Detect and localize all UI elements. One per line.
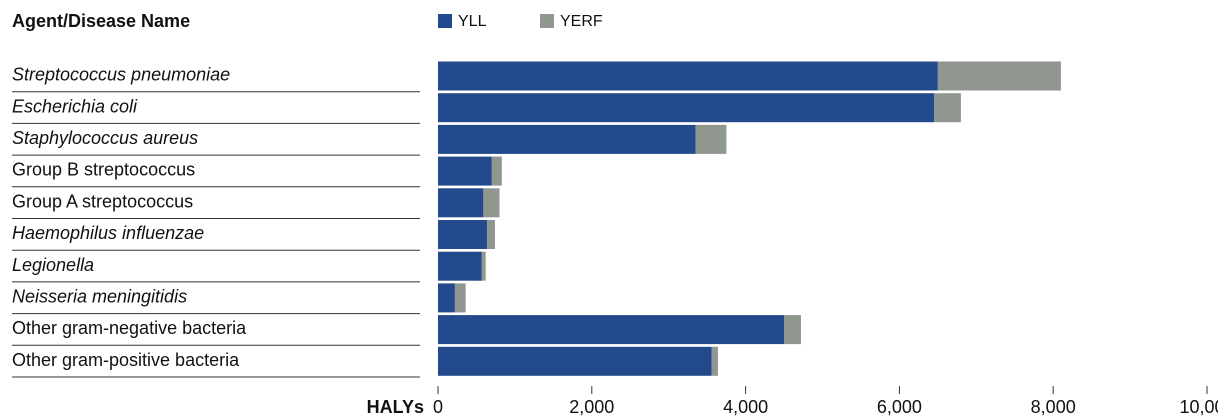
- bar-segment: [438, 346, 712, 376]
- category-label: Other gram-positive bacteria: [12, 350, 240, 370]
- legend-label: YERF: [560, 13, 603, 30]
- category-label: Staphylococcus aureus: [12, 128, 198, 148]
- x-tick-label: 4,000: [723, 397, 768, 417]
- bar-segment: [438, 61, 938, 91]
- x-axis-label: HALYs: [367, 397, 424, 417]
- x-tick-label: 10,000: [1179, 397, 1218, 417]
- category-label: Escherichia coli: [12, 96, 138, 116]
- legend-swatch: [540, 14, 554, 28]
- category-label: Streptococcus pneumoniae: [12, 65, 230, 85]
- bar-segment: [438, 220, 488, 249]
- bar-segment: [487, 220, 495, 249]
- legend-swatch: [438, 14, 452, 28]
- bar-segment: [438, 156, 492, 186]
- bar-segment: [481, 251, 486, 281]
- bar-segment: [454, 283, 466, 313]
- x-tick-label: 6,000: [877, 397, 922, 417]
- x-tick-label: 8,000: [1031, 397, 1076, 417]
- category-label: Neisseria meningitidis: [12, 287, 187, 307]
- bar-segment: [438, 283, 455, 313]
- column-header: Agent/Disease Name: [12, 11, 190, 31]
- bar-segment: [934, 93, 961, 123]
- legend-label: YLL: [458, 13, 487, 30]
- bar-segment: [438, 251, 482, 281]
- category-label: Haemophilus influenzae: [12, 223, 204, 243]
- category-label: Group B streptococcus: [12, 160, 195, 180]
- bar-segment: [695, 124, 727, 154]
- bar-segment: [784, 315, 801, 345]
- bar-segment: [438, 315, 785, 345]
- bar-segment: [937, 61, 1061, 91]
- bar-segment: [438, 188, 484, 218]
- category-label: Legionella: [12, 255, 94, 275]
- category-label: Other gram-negative bacteria: [12, 318, 247, 338]
- category-label: Group A streptococcus: [12, 191, 193, 211]
- bar-segment: [438, 124, 696, 154]
- x-tick-label: 0: [433, 397, 443, 417]
- x-tick-label: 2,000: [569, 397, 614, 417]
- bar-segment: [483, 188, 500, 218]
- bar-segment: [491, 156, 502, 186]
- bar-segment: [711, 346, 718, 376]
- bar-segment: [438, 93, 935, 123]
